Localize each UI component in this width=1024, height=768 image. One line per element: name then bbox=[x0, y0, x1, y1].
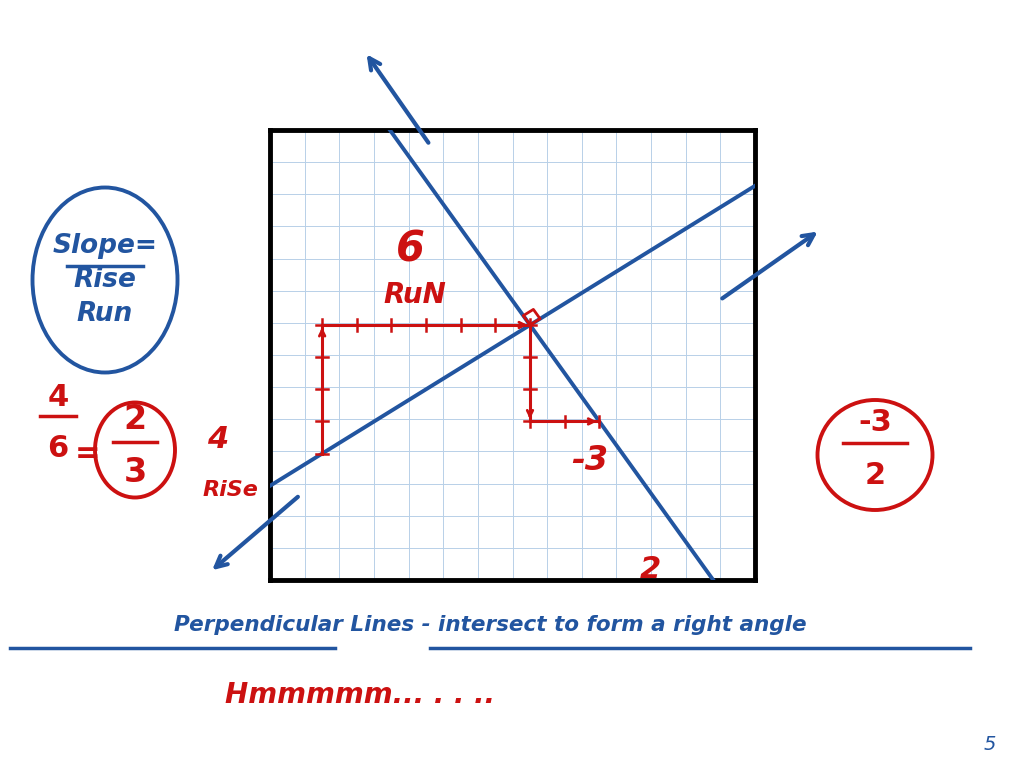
Text: 4: 4 bbox=[47, 383, 69, 412]
Text: =: = bbox=[75, 439, 100, 468]
Text: 4: 4 bbox=[208, 425, 228, 455]
Text: 5: 5 bbox=[984, 736, 996, 754]
Text: RuN: RuN bbox=[384, 281, 446, 309]
Text: 6: 6 bbox=[395, 229, 425, 271]
Text: RiSe: RiSe bbox=[202, 480, 258, 500]
Text: Hmmmmm... . . ..: Hmmmmm... . . .. bbox=[225, 681, 495, 709]
Text: -3: -3 bbox=[858, 408, 892, 437]
Text: 6: 6 bbox=[47, 434, 69, 463]
Text: Perpendicular Lines - intersect to form a right angle: Perpendicular Lines - intersect to form … bbox=[174, 615, 806, 635]
Text: 2: 2 bbox=[864, 461, 886, 490]
Text: Slope=
Rise
Run: Slope= Rise Run bbox=[52, 233, 158, 327]
Text: 2: 2 bbox=[639, 555, 660, 584]
Text: -3: -3 bbox=[571, 443, 608, 476]
Text: 3: 3 bbox=[123, 456, 146, 489]
Text: 2: 2 bbox=[124, 403, 146, 436]
